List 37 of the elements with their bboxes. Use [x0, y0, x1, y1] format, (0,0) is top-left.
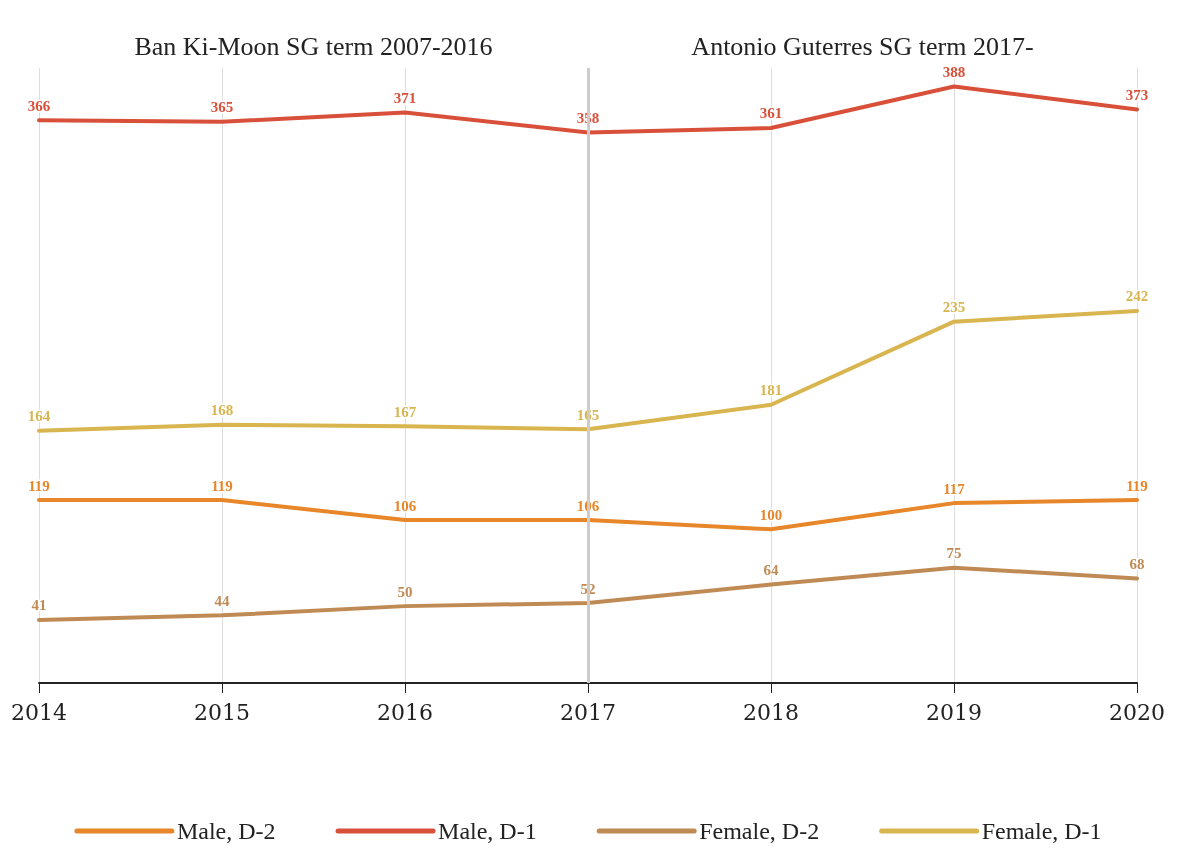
data-label: 106 — [393, 497, 417, 514]
data-label: 366 — [27, 97, 51, 114]
data-label: 50 — [397, 583, 413, 600]
data-label: 164 — [27, 408, 51, 425]
data-label: 373 — [1125, 87, 1149, 104]
data-label: 44 — [214, 592, 230, 609]
data-label: 68 — [1129, 555, 1145, 572]
legend-label: Male, D-1 — [438, 818, 537, 844]
x-tick-label: 2016 — [377, 699, 433, 725]
data-label: 119 — [28, 477, 50, 494]
data-label: 168 — [210, 402, 234, 419]
data-label: 119 — [211, 477, 233, 494]
x-tick-label: 2020 — [1109, 699, 1166, 725]
data-label: 235 — [942, 299, 966, 316]
x-tick-label: 2017 — [560, 699, 616, 725]
legend-label: Female, D-2 — [699, 818, 820, 844]
data-label: 365 — [210, 99, 234, 116]
data-label: 242 — [1125, 288, 1149, 305]
data-label: 41 — [31, 597, 47, 614]
data-label: 75 — [946, 545, 962, 562]
data-label: 388 — [942, 63, 966, 80]
data-label: 117 — [943, 480, 966, 497]
x-tick-label: 2019 — [926, 699, 982, 725]
data-label: 119 — [1126, 477, 1148, 494]
x-tick-label: 2014 — [10, 699, 67, 725]
data-label: 181 — [759, 382, 783, 399]
legend-label: Male, D-2 — [176, 818, 276, 844]
text: Antonio Guterres SG term 2017- — [691, 31, 1034, 61]
x-tick-label: 2015 — [194, 699, 250, 725]
data-label: 64 — [763, 562, 779, 579]
x-tick-label: 2018 — [743, 699, 799, 725]
data-label: 167 — [393, 403, 417, 420]
data-label: 361 — [759, 105, 783, 122]
legend-label: Female, D-1 — [981, 818, 1102, 844]
text: Ban Ki-Moon SG term 2007-2016 — [134, 31, 493, 61]
data-label: 371 — [393, 90, 417, 107]
data-label: 100 — [759, 506, 783, 523]
